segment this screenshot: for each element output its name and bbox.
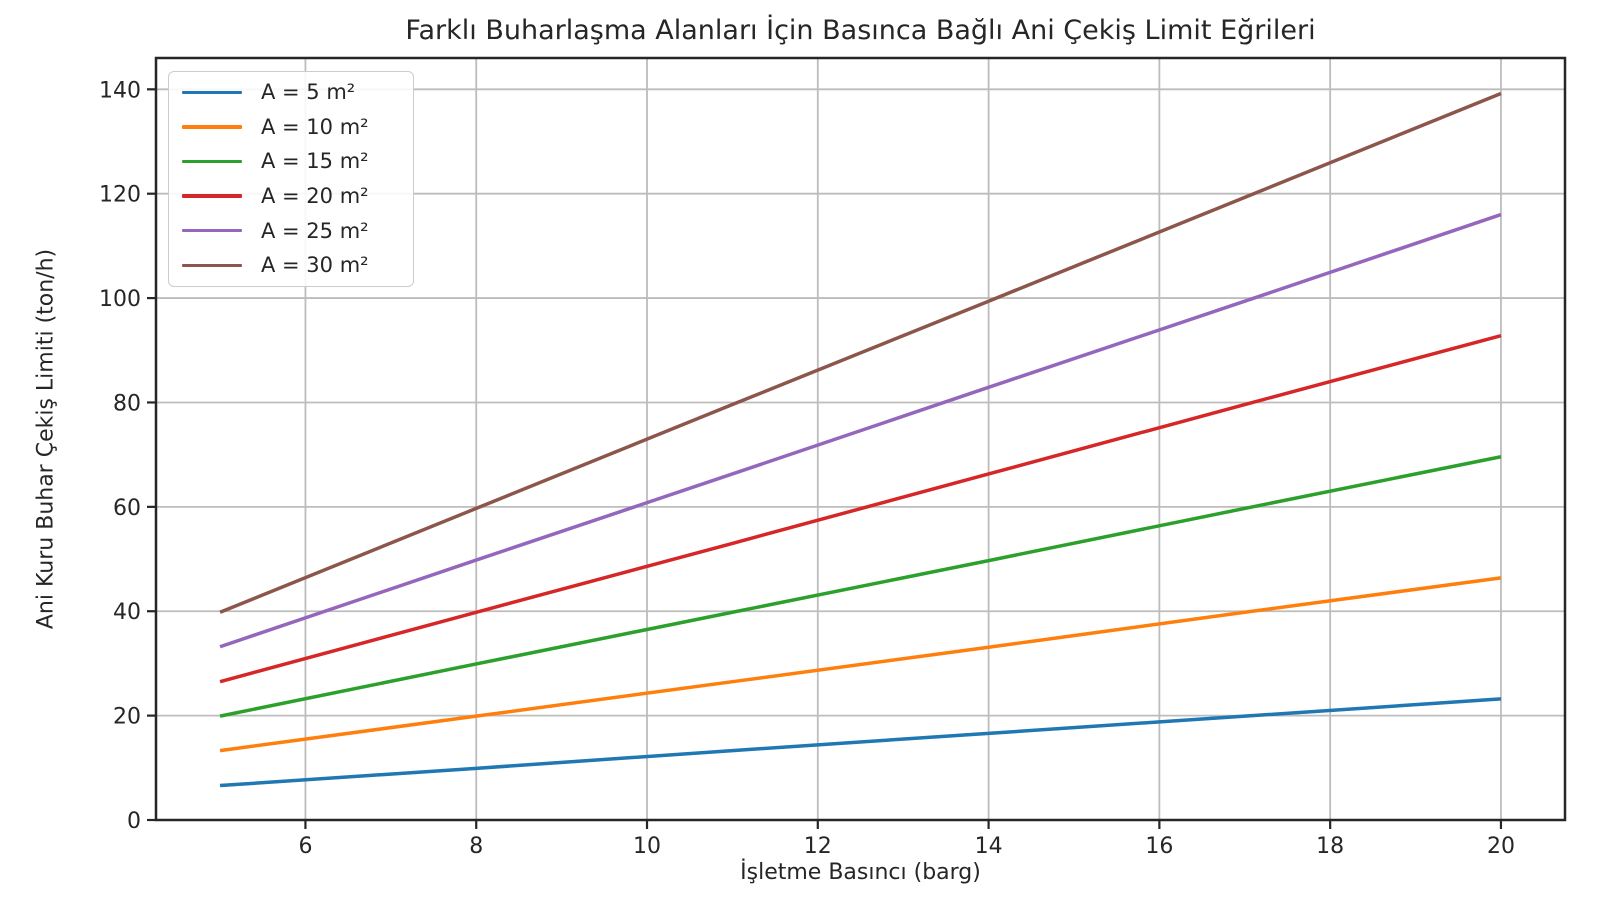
legend-item-3: A = 15 m² bbox=[169, 144, 413, 179]
y-tick-label: 120 bbox=[99, 183, 141, 208]
series-line-4 bbox=[219, 333, 1502, 684]
legend-line-swatch bbox=[182, 159, 242, 164]
legend-item-1: A = 5 m² bbox=[169, 75, 413, 110]
legend-label: A = 15 m² bbox=[261, 149, 369, 174]
legend-line-swatch bbox=[182, 90, 242, 95]
series-line-3 bbox=[219, 455, 1502, 718]
x-tick-label: 8 bbox=[469, 834, 483, 859]
legend-item-6: A = 30 m² bbox=[169, 248, 413, 283]
y-tick-label: 100 bbox=[99, 287, 141, 312]
y-tick-label: 20 bbox=[113, 705, 141, 730]
series-line-5 bbox=[219, 212, 1502, 649]
legend-line-swatch bbox=[182, 228, 242, 233]
x-tick-label: 10 bbox=[633, 834, 661, 859]
y-tick-label: 80 bbox=[113, 391, 141, 416]
y-axis-label: Ani Kuru Buhar Çekiş Limiti (ton/h) bbox=[33, 248, 59, 630]
legend-label: A = 10 m² bbox=[261, 114, 369, 139]
x-tick-label: 18 bbox=[1316, 834, 1344, 859]
legend-label: A = 25 m² bbox=[261, 218, 369, 243]
y-tick-label: 140 bbox=[99, 78, 141, 103]
x-tick-label: 20 bbox=[1487, 834, 1515, 859]
chart-title: Farklı Buharlaşma Alanları İçin Basınca … bbox=[405, 15, 1316, 46]
legend-label: A = 20 m² bbox=[261, 184, 369, 209]
legend-line-swatch bbox=[182, 194, 242, 198]
legend-item-4: A = 20 m² bbox=[169, 179, 413, 214]
x-tick-label: 14 bbox=[975, 834, 1003, 859]
legend-line-swatch bbox=[182, 263, 242, 268]
x-tick-label: 12 bbox=[804, 834, 832, 859]
y-tick-label: 40 bbox=[113, 600, 141, 625]
legend: A = 5 m² A = 10 m² A = 15 m² A = 20 m² A = 2… bbox=[168, 71, 414, 287]
series-line-2 bbox=[219, 576, 1502, 753]
series-line-6 bbox=[219, 91, 1502, 614]
x-axis-label: İşletme Basıncı (barg) bbox=[740, 860, 981, 885]
legend-line-swatch bbox=[182, 125, 242, 129]
legend-label: A = 5 m² bbox=[261, 80, 356, 105]
legend-label: A = 30 m² bbox=[261, 253, 369, 278]
x-tick-label: 6 bbox=[298, 834, 312, 859]
legend-item-5: A = 25 m² bbox=[169, 213, 413, 248]
series-line-1 bbox=[219, 697, 1502, 788]
y-tick-label: 0 bbox=[127, 809, 141, 834]
legend-item-2: A = 10 m² bbox=[169, 110, 413, 145]
y-tick-label: 60 bbox=[113, 496, 141, 521]
plot-border bbox=[154, 56, 1567, 822]
x-tick-label: 16 bbox=[1145, 834, 1173, 859]
